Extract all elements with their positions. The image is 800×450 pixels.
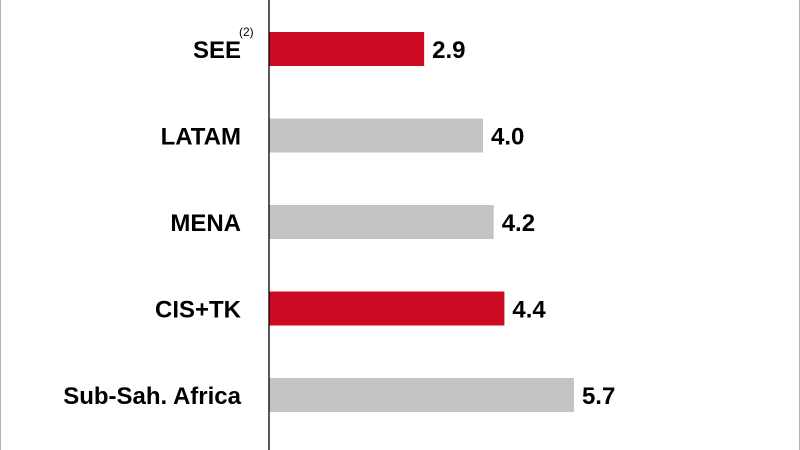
bar-sub-sah-africa [269, 378, 574, 412]
bar-mena [269, 205, 494, 239]
category-label-see: SEE [193, 37, 241, 64]
value-label-cis-tk: 4.4 [512, 297, 546, 324]
value-label-sub-sah-africa: 5.7 [582, 383, 615, 410]
category-label-sub-sah-africa: Sub-Sah. Africa [63, 383, 241, 410]
bar-see [269, 32, 425, 66]
category-superscript-see: (2) [239, 25, 254, 39]
category-label-mena: MENA [170, 210, 241, 237]
value-label-see: 2.9 [432, 37, 465, 64]
category-label-latam: LATAM [161, 124, 241, 151]
bar-cis-tk [269, 291, 505, 326]
bar-latam [269, 118, 483, 153]
value-label-mena: 4.2 [502, 210, 535, 237]
value-label-latam: 4.0 [491, 124, 524, 151]
category-label-cis-tk: CIS+TK [155, 297, 242, 324]
bars-group: SEE(2) 2.9 LATAM 4.0 MENA 4.2 CIS+TK 4.4 Sub-Sah… [63, 25, 615, 412]
